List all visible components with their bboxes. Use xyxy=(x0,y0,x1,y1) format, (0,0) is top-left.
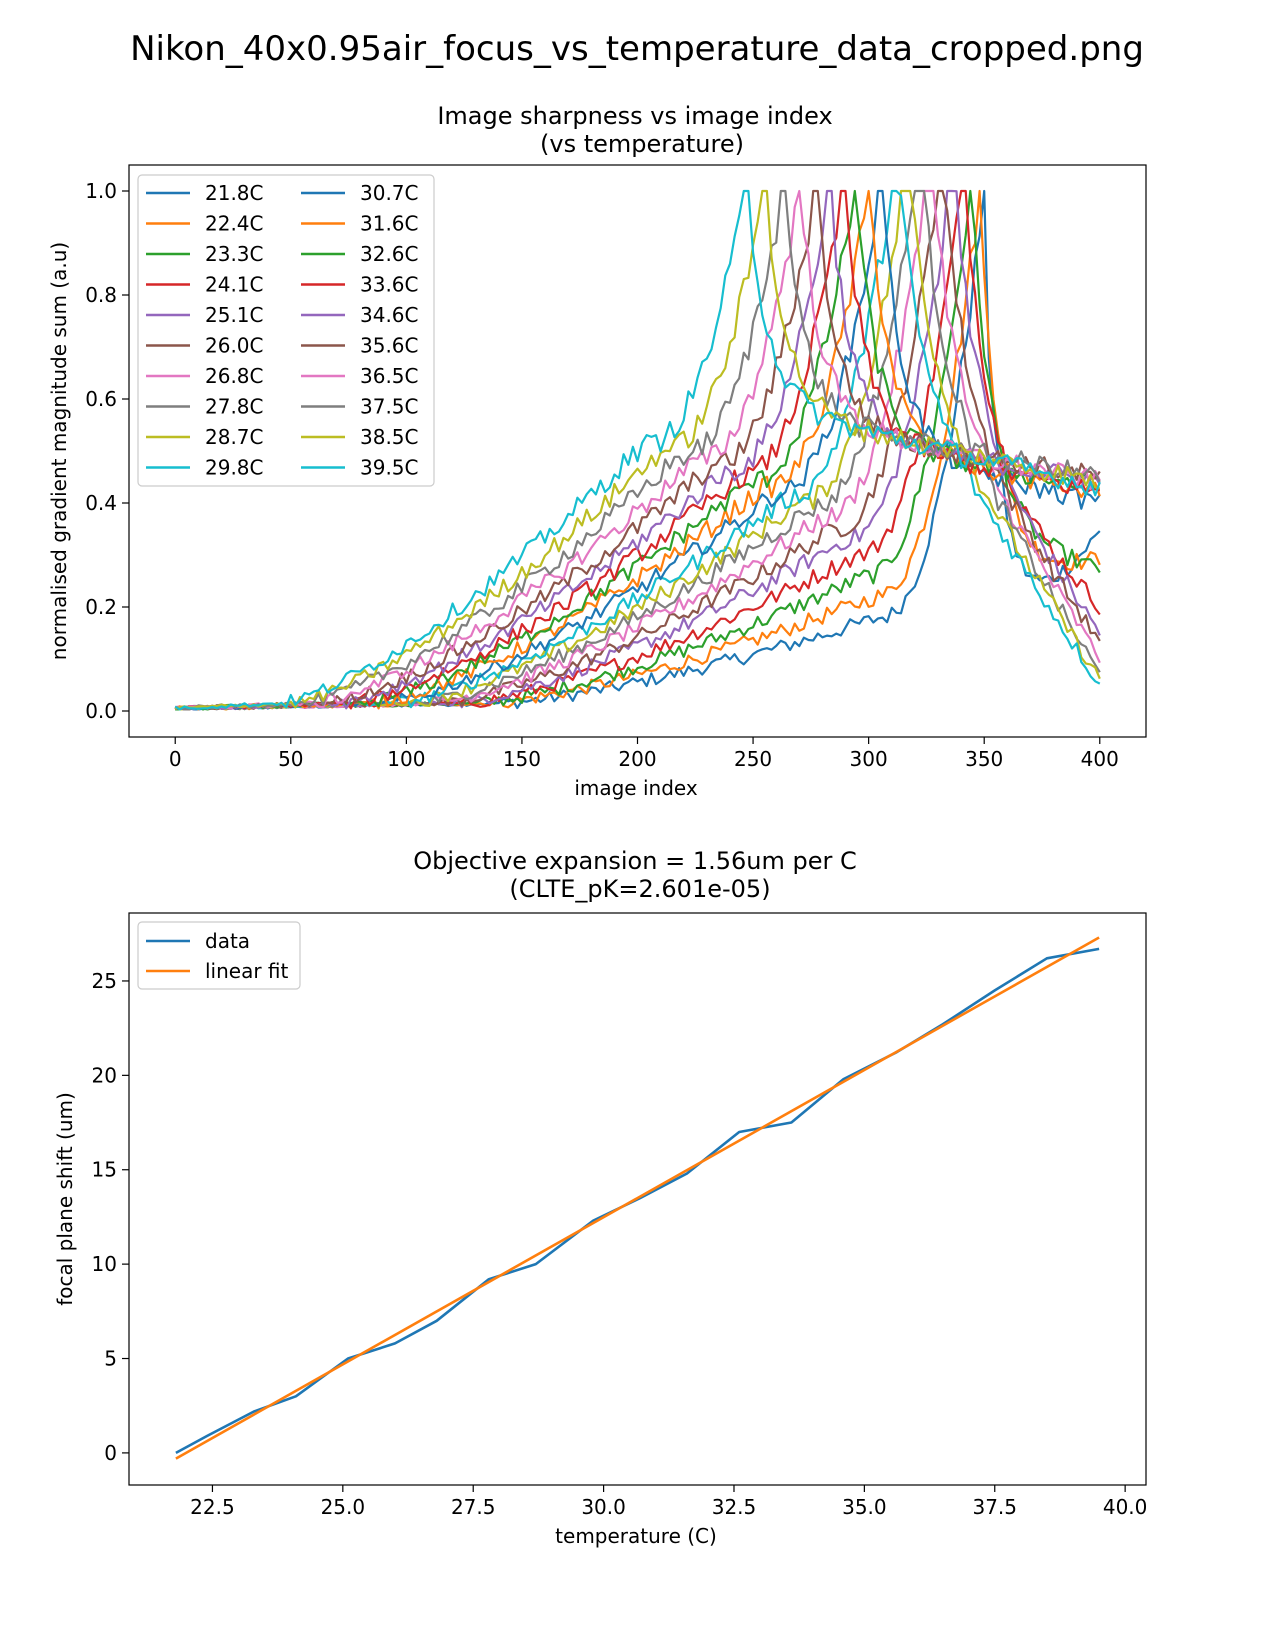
expansion-chart-title: Objective expansion = 1.56um per C xyxy=(413,847,856,875)
expansion-x-tick-label: 32.5 xyxy=(712,1495,757,1519)
sharpness-y-ticks: 0.0 0.2 0.4 0.6 0.8 1.0 xyxy=(85,179,129,723)
sharpness-legend-label: 39.5C xyxy=(360,456,419,480)
expansion-x-tick-label: 40.0 xyxy=(1103,1495,1148,1519)
sharpness-legend-label: 35.6C xyxy=(360,334,419,358)
sharpness-legend-label: 21.8C xyxy=(205,181,264,205)
expansion-series-linear-fit xyxy=(175,936,1100,1460)
sharpness-x-axis-label: image index xyxy=(574,776,698,800)
sharpness-legend-label: 29.8C xyxy=(205,456,264,480)
expansion-x-tick-label: 27.5 xyxy=(451,1495,496,1519)
sharpness-legend-label: 26.0C xyxy=(205,334,264,358)
sharpness-legend-label: 25.1C xyxy=(205,303,264,327)
sharpness-y-axis-label: normalised gradient magnitude sum (a.u) xyxy=(47,242,71,660)
sharpness-series-39.5C xyxy=(174,189,1101,711)
sharpness-x-tick-label: 250 xyxy=(734,747,772,771)
expansion-y-ticks: 0 5 10 15 20 25 xyxy=(92,969,129,1465)
sharpness-y-tick-label: 0.8 xyxy=(85,283,117,307)
expansion-chart-subtitle: (CLTE_pK=2.601e-05) xyxy=(509,875,770,903)
sharpness-x-tick-label: 350 xyxy=(965,747,1003,771)
expansion-y-tick-label: 0 xyxy=(104,1441,117,1465)
expansion-y-tick-label: 15 xyxy=(92,1158,117,1182)
expansion-x-tick-label: 25.0 xyxy=(321,1495,366,1519)
sharpness-y-tick-label: 0.2 xyxy=(85,595,117,619)
expansion-legend-label: data xyxy=(205,929,250,953)
sharpness-legend-label: 27.8C xyxy=(205,395,264,419)
sharpness-x-tick-label: 100 xyxy=(387,747,425,771)
sharpness-legend: 21.8C 22.4C 23.3C 24.1C 25.1C 26.0C 26.8C 27.8C… xyxy=(137,174,435,487)
figure-title: Nikon_40x0.95air_focus_vs_temperature_da… xyxy=(130,29,1144,69)
expansion-y-axis-label: focal plane shift (um) xyxy=(53,1092,77,1306)
expansion-y-tick-label: 5 xyxy=(104,1347,117,1371)
sharpness-x-tick-label: 400 xyxy=(1081,747,1119,771)
expansion-series-lines xyxy=(175,936,1100,1460)
sharpness-legend-items: 21.8C 22.4C 23.3C 24.1C 25.1C 26.0C 26.8C 27.8C… xyxy=(146,181,419,480)
expansion-y-tick-label: 25 xyxy=(92,969,117,993)
sharpness-series-38.5C xyxy=(174,189,1101,710)
expansion-y-tick-label: 10 xyxy=(92,1252,117,1276)
sharpness-legend-label: 32.6C xyxy=(360,242,419,266)
sharpness-legend-label: 37.5C xyxy=(360,395,419,419)
sharpness-x-ticks: 0 50 100 150 200 250 300 350 400 xyxy=(169,737,1119,771)
sharpness-legend-box xyxy=(137,174,435,487)
expansion-chart: Objective expansion = 1.56um per C (CLTE… xyxy=(53,847,1147,1548)
expansion-x-axis-label: temperature (C) xyxy=(555,1524,717,1548)
sharpness-legend-label: 36.5C xyxy=(360,364,419,388)
sharpness-legend-label: 26.8C xyxy=(205,364,264,388)
expansion-x-tick-label: 22.5 xyxy=(190,1495,235,1519)
sharpness-legend-label: 22.4C xyxy=(205,212,264,236)
expansion-legend: data linear fit xyxy=(137,921,301,990)
sharpness-y-tick-label: 1.0 xyxy=(85,179,117,203)
expansion-legend-label: linear fit xyxy=(205,959,289,983)
sharpness-legend-label: 30.7C xyxy=(360,181,419,205)
expansion-x-tick-label: 30.0 xyxy=(581,1495,626,1519)
sharpness-legend-label: 33.6C xyxy=(360,273,419,297)
sharpness-legend-label: 28.7C xyxy=(205,425,264,449)
expansion-plot-frame xyxy=(128,912,1147,1486)
sharpness-chart: Image sharpness vs image index (vs tempe… xyxy=(47,102,1147,800)
sharpness-legend-label: 34.6C xyxy=(360,303,419,327)
expansion-x-tick-label: 37.5 xyxy=(972,1495,1017,1519)
sharpness-series-lines xyxy=(174,189,1101,711)
sharpness-y-tick-label: 0.4 xyxy=(85,491,117,515)
sharpness-x-tick-label: 200 xyxy=(618,747,656,771)
sharpness-chart-title: Image sharpness vs image index xyxy=(437,102,832,130)
sharpness-y-tick-label: 0.6 xyxy=(85,387,117,411)
sharpness-legend-label: 23.3C xyxy=(205,242,264,266)
sharpness-legend-label: 38.5C xyxy=(360,425,419,449)
sharpness-y-tick-label: 0.0 xyxy=(85,699,117,723)
sharpness-x-tick-label: 0 xyxy=(169,747,182,771)
expansion-x-ticks: 22.5 25.0 27.5 30.0 32.5 35.0 37.5 40.0 xyxy=(190,1485,1147,1519)
sharpness-legend-label: 31.6C xyxy=(360,212,419,236)
sharpness-chart-subtitle: (vs temperature) xyxy=(540,130,744,158)
expansion-y-tick-label: 20 xyxy=(92,1063,117,1087)
sharpness-legend-label: 24.1C xyxy=(205,273,264,297)
sharpness-x-tick-label: 50 xyxy=(278,747,303,771)
sharpness-x-tick-label: 300 xyxy=(850,747,888,771)
sharpness-x-tick-label: 150 xyxy=(503,747,541,771)
expansion-legend-items: data linear fit xyxy=(146,929,289,983)
expansion-x-tick-label: 35.0 xyxy=(842,1495,887,1519)
